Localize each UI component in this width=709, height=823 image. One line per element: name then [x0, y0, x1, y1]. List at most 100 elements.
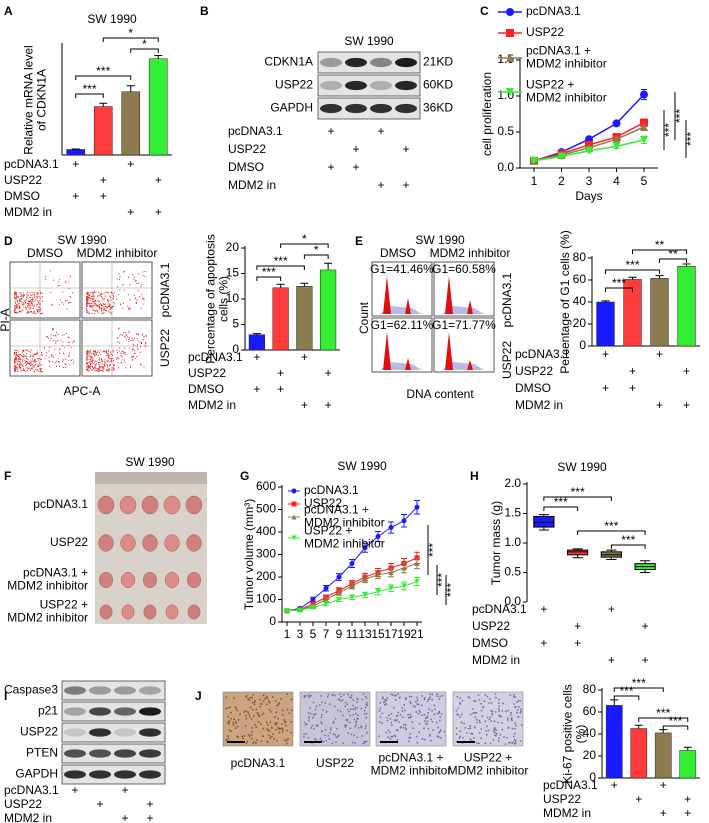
condition-sign: +	[602, 381, 609, 395]
y-tick-label: 2.0	[504, 476, 521, 490]
condition-sign: +	[301, 350, 308, 364]
flow-plot	[81, 319, 153, 377]
y-axis-label: PI-A	[0, 308, 12, 331]
x-tick-label: 5	[310, 627, 317, 641]
condition-sign: +	[683, 364, 690, 378]
blot-strip	[61, 764, 166, 785]
blot-band	[64, 770, 86, 779]
point	[349, 594, 355, 600]
g1-peak	[445, 276, 453, 314]
blot-strip	[317, 74, 421, 97]
condition-sign: +	[327, 124, 334, 138]
point	[401, 583, 407, 589]
blot-band	[139, 749, 161, 758]
legend-marker	[506, 29, 514, 37]
significance-bracket	[75, 93, 104, 98]
x-tick-label: 3	[297, 627, 304, 641]
y-tick-label: 0	[579, 338, 586, 352]
condition-sign: +	[660, 806, 667, 820]
tumor	[164, 571, 180, 589]
condition-label: pcDNA3.1	[4, 783, 59, 797]
condition-sign: +	[277, 366, 284, 380]
condition-sign: +	[277, 382, 284, 396]
significance-label: ***	[625, 258, 639, 272]
blot-band	[139, 686, 161, 695]
condition-sign: +	[377, 124, 384, 138]
point	[414, 579, 420, 584]
y-axis-label: Tumor mass (g)	[489, 501, 503, 585]
y-axis-label: Percentage of apoptosiscells (%)	[204, 234, 231, 363]
legend-marker	[291, 514, 297, 520]
condition-sign: +	[684, 806, 691, 820]
flow-dots	[86, 327, 147, 373]
legend-label: USP22 + MDM2 inhibitor	[304, 524, 385, 551]
y-tick-label: 0	[269, 614, 276, 628]
significance-bracket	[256, 276, 282, 281]
blot-strip	[61, 680, 166, 701]
x-tick-label: 15	[371, 627, 385, 641]
error-bar	[324, 262, 333, 270]
tumor	[121, 604, 135, 620]
condition-sign: +	[253, 382, 260, 396]
condition-label: pcDNA3.1	[472, 602, 527, 616]
tumor	[120, 534, 136, 552]
blot-strip	[61, 701, 166, 722]
y-tick-label: 40	[583, 726, 597, 740]
condition-sign: +	[574, 636, 581, 650]
bar	[605, 705, 623, 779]
legend-label: pcDNA3.1	[526, 4, 581, 18]
condition-sign: +	[146, 811, 153, 823]
point	[640, 90, 648, 99]
protein-label: Caspase3	[4, 683, 58, 697]
tumor	[98, 534, 114, 552]
point	[375, 572, 381, 578]
image-label: pcDNA3.1 + MDM2 inhibitor	[371, 751, 452, 778]
image-label: pcDNA3.1	[231, 756, 286, 770]
image-label: USP22 + MDM2 inhibitor	[448, 751, 529, 778]
blot-band	[345, 80, 367, 91]
bar	[679, 750, 697, 779]
bar	[272, 287, 289, 351]
condition-label: pcDNA3.1	[188, 350, 243, 364]
point	[388, 570, 394, 575]
point	[336, 574, 342, 580]
y-tick-label: 0.5	[497, 124, 514, 138]
y-tick-label: 60	[583, 704, 597, 718]
panel-title: SW 1990	[125, 455, 175, 469]
condition-sign: +	[155, 173, 162, 187]
blot-band	[139, 728, 161, 737]
flow-dots	[86, 271, 146, 315]
point	[388, 525, 394, 530]
error-bar	[655, 275, 664, 279]
point	[375, 589, 381, 595]
point	[612, 119, 621, 128]
legend-marker	[506, 54, 514, 62]
point	[336, 597, 342, 602]
condition-label: DMSO	[228, 160, 264, 174]
blot-band	[320, 57, 342, 68]
tumor	[142, 534, 158, 552]
row-label: pcDNA3.1 + MDM2 inhibitor	[7, 566, 88, 593]
condition-sign: +	[656, 398, 663, 412]
tumor	[97, 495, 115, 515]
tumor	[99, 604, 113, 620]
row-label: USP22	[500, 341, 514, 379]
x-tick-label: 1	[284, 627, 291, 641]
tumor	[119, 495, 137, 515]
legend-label: pcDNA3.1 + MDM2 inhibitor	[304, 503, 385, 530]
tumor	[185, 495, 203, 515]
y-axis-label: cell proliferation	[480, 72, 494, 156]
x-tick-label: 1	[531, 174, 538, 188]
panel-letter: J	[195, 689, 202, 703]
condition-sign: +	[72, 189, 79, 203]
protein-label: PTEN	[26, 746, 58, 760]
y-tick-label: 20	[226, 240, 240, 254]
g1-label: G1=62.11%	[371, 318, 434, 332]
y-tick-label: 10	[226, 291, 240, 305]
y-tick-label: 100	[256, 592, 276, 606]
point	[362, 545, 368, 551]
legend-label: pcDNA3.1	[304, 483, 359, 497]
protein-label: GAPDH	[270, 101, 313, 115]
condition-sign: +	[146, 797, 153, 811]
